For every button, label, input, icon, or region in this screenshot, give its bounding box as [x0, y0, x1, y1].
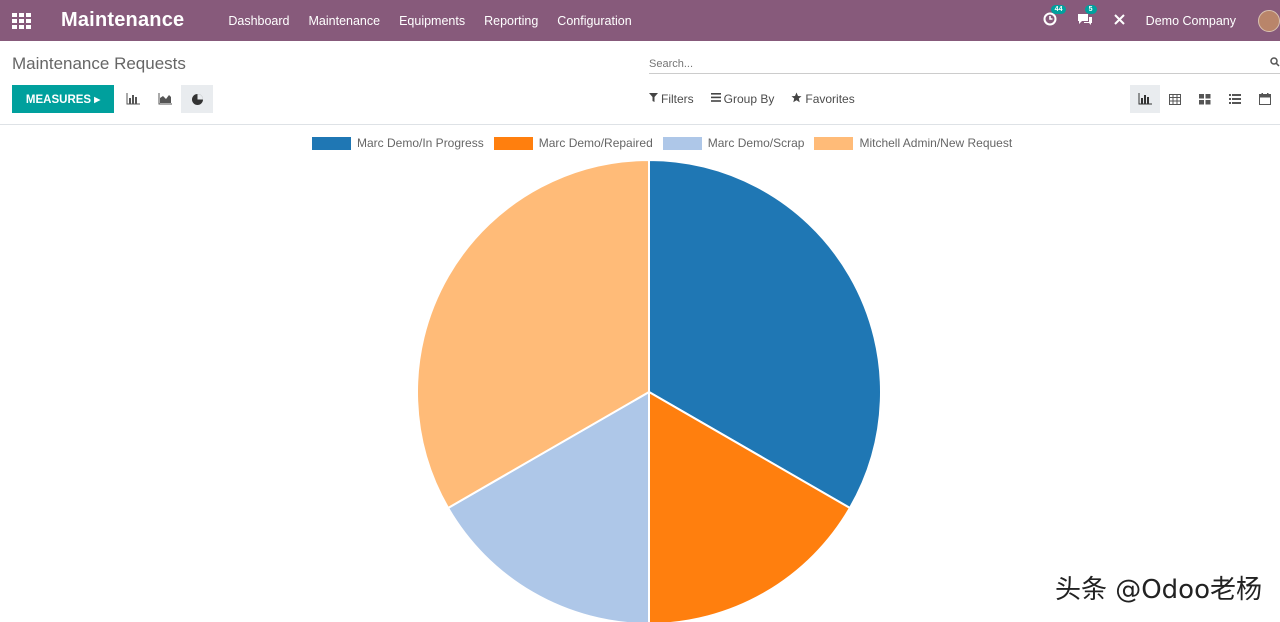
favorites-label: Favorites [805, 92, 855, 106]
top-navbar: Maintenance Dashboard Maintenance Equipm… [0, 0, 1280, 41]
list-icon [1229, 94, 1241, 104]
menu-item-dashboard[interactable]: Dashboard [228, 13, 290, 28]
pie-slice-2[interactable] [446, 390, 650, 622]
main-menu: Dashboard Maintenance Equipments Reporti… [228, 14, 650, 28]
pie-slice-3[interactable] [416, 158, 650, 510]
navbar-systray: 44 5 Demo Company [1043, 0, 1280, 41]
watermark-text: 头条 @Odoo老杨 [1054, 575, 1262, 605]
kanban-icon [1199, 93, 1211, 104]
area-chart-icon [158, 93, 172, 105]
debug-tools-icon[interactable] [1113, 13, 1126, 29]
activity-badge: 44 [1050, 5, 1067, 14]
menu-item-equipments[interactable]: Equipments [399, 13, 466, 28]
legend-swatch-2 [662, 136, 702, 150]
pie-chart [416, 158, 882, 622]
menu-item-reporting[interactable]: Reporting [484, 13, 539, 28]
search-icon[interactable] [1270, 56, 1280, 70]
kanban-view-button[interactable] [1190, 85, 1220, 113]
search-box [649, 54, 1280, 74]
group-by-dropdown[interactable]: Group By [710, 92, 775, 106]
filters-dropdown[interactable]: Filters [649, 92, 694, 106]
app-title[interactable]: Maintenance [61, 9, 185, 31]
pivot-view-button[interactable] [1160, 85, 1190, 113]
legend-item-2[interactable]: Marc Demo/Scrap [662, 136, 805, 150]
favorites-dropdown[interactable]: Favorites [791, 92, 855, 106]
view-switcher [1130, 85, 1280, 113]
pie-chart-button[interactable] [181, 85, 213, 113]
messages-badge: 5 [1084, 5, 1097, 14]
filters-label: Filters [661, 92, 694, 106]
bar-chart-button[interactable] [117, 85, 149, 113]
legend-swatch-1 [493, 136, 533, 150]
apps-menu-icon[interactable] [12, 12, 32, 29]
user-avatar[interactable] [1258, 9, 1280, 32]
calendar-view-button[interactable] [1250, 85, 1280, 113]
graph-view-icon [1138, 93, 1152, 105]
legend-swatch-3 [814, 136, 854, 150]
legend-label-1: Marc Demo/Repaired [538, 136, 653, 150]
company-switcher[interactable]: Demo Company [1145, 13, 1236, 28]
pivot-table-icon [1169, 93, 1181, 105]
calendar-icon [1259, 93, 1271, 105]
breadcrumb: Maintenance Requests [12, 54, 186, 73]
messages-chat-icon[interactable]: 5 [1077, 5, 1097, 29]
chart-legend: Marc Demo/In Progress Marc Demo/Repaired M… [312, 136, 1022, 150]
bar-chart-icon [126, 93, 140, 105]
legend-item-0[interactable]: Marc Demo/In Progress [312, 136, 484, 150]
legend-label-2: Marc Demo/Scrap [707, 136, 805, 150]
legend-swatch-0 [312, 136, 351, 150]
list-view-button[interactable] [1220, 85, 1250, 113]
legend-item-3[interactable]: Mitchell Admin/New Request [814, 136, 1012, 150]
star-icon [791, 92, 802, 106]
line-chart-button[interactable] [149, 85, 181, 113]
filter-icon [649, 93, 658, 105]
legend-item-1[interactable]: Marc Demo/Repaired [493, 136, 653, 150]
search-options: Filters Group By Favorites [649, 92, 872, 106]
control-panel: Maintenance Requests MEASURES ▸ Filters … [0, 41, 1280, 125]
measures-button[interactable]: MEASURES ▸ [12, 85, 114, 113]
legend-label-3: Mitchell Admin/New Request [859, 136, 1013, 150]
legend-label-0: Marc Demo/In Progress [357, 136, 484, 150]
group-by-label: Group By [723, 92, 775, 106]
pie-slice-1[interactable] [648, 390, 852, 622]
menu-item-configuration[interactable]: Configuration [557, 13, 632, 28]
graph-view-button[interactable] [1130, 85, 1160, 113]
graph-chart-area: Marc Demo/In Progress Marc Demo/Repaired M… [0, 126, 1280, 622]
group-by-icon [710, 93, 721, 105]
pie-slice-0[interactable] [648, 158, 882, 510]
search-input[interactable] [649, 56, 1249, 70]
menu-item-maintenance[interactable]: Maintenance [308, 13, 381, 28]
pie-chart-icon [191, 93, 203, 105]
activity-clock-icon[interactable]: 44 [1043, 5, 1067, 29]
